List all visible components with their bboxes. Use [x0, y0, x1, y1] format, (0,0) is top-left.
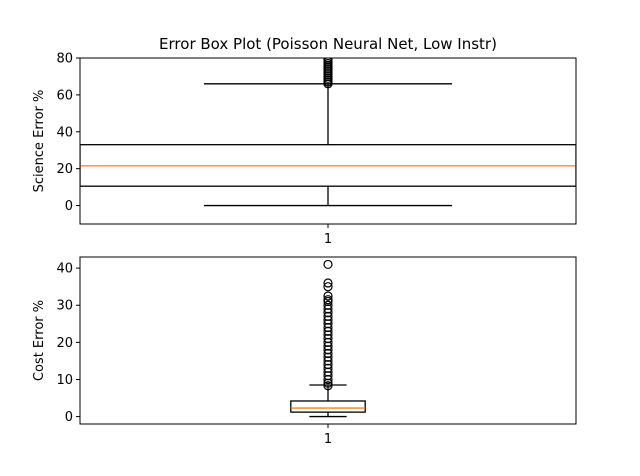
y-tick-label: 60 — [56, 88, 73, 103]
outlier-point — [323, 259, 333, 270]
x-tick-label: 1 — [324, 232, 332, 247]
plot-1: Error Box Plot (Poisson Neural Net, Low … — [32, 35, 577, 247]
y-tick-label: 0 — [65, 199, 73, 214]
y-tick-label: 20 — [56, 162, 73, 177]
y-tick-label: 40 — [56, 262, 73, 277]
y-tick-label: 0 — [65, 410, 73, 425]
outlier-point — [323, 381, 333, 391]
y-tick-label: 10 — [56, 373, 73, 388]
outlier-point — [323, 291, 333, 301]
box-group — [80, 58, 576, 207]
y-axis-label: Science Error % — [32, 90, 47, 193]
outlier-point — [323, 300, 333, 310]
y-tick-label: 20 — [56, 336, 73, 351]
y-tick-label: 40 — [56, 125, 73, 140]
y-tick-label: 30 — [56, 299, 73, 314]
iqr-box — [80, 144, 576, 187]
y-axis-label: Cost Error % — [32, 300, 47, 381]
x-tick-label: 1 — [324, 432, 332, 447]
outlier-point — [323, 58, 333, 63]
outlier-point — [323, 282, 333, 292]
plot-2: 0 10 20 30 40 1 Cost Error % — [32, 256, 577, 447]
outlier-point — [323, 295, 333, 305]
outlier-point — [323, 278, 333, 288]
box-group — [290, 259, 366, 418]
iqr-box — [290, 400, 366, 413]
y-tick-label: 80 — [56, 52, 73, 67]
chart-title: Error Box Plot (Poisson Neural Net, Low … — [159, 35, 497, 53]
